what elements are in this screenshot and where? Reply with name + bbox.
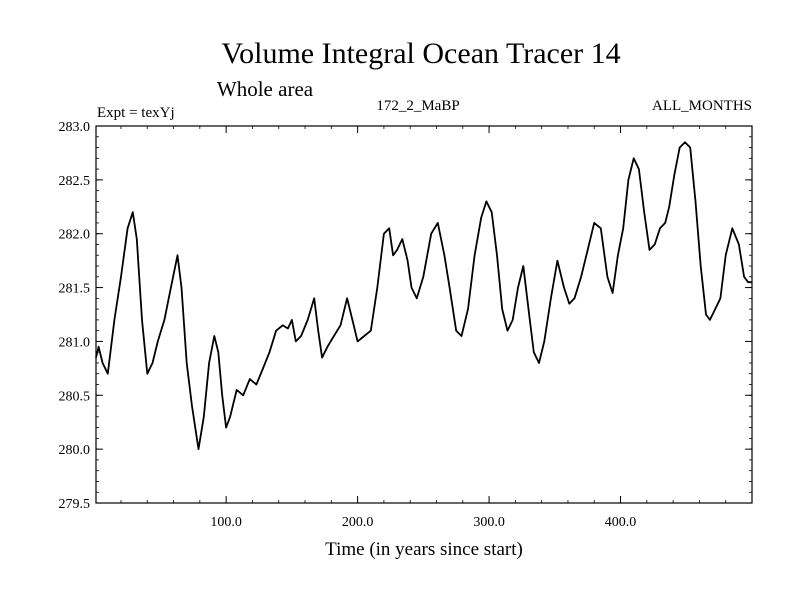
x-tick-label: 100.0 xyxy=(210,515,242,530)
annotation-center: 172_2_MaBP xyxy=(376,98,459,114)
series-line xyxy=(95,141,752,451)
y-tick-label: 281.5 xyxy=(59,282,91,297)
x-axis: 100.0 200.0 300.0 400.0 xyxy=(120,126,727,530)
y-tick-label: 283.0 xyxy=(59,120,91,135)
y-axis: 279.5 280.0 280.5 281.0 281.5 282.0 282.5 283.0 xyxy=(59,120,752,512)
annotation-right: ALL_MONTHS xyxy=(652,98,752,114)
x-tick-label: 200.0 xyxy=(342,515,374,530)
x-axis-label: Time (in years since start) xyxy=(325,539,523,560)
x-tick-label: 300.0 xyxy=(473,515,505,530)
y-tick-label: 282.0 xyxy=(59,228,91,243)
chart-title: Volume Integral Ocean Tracer 14 xyxy=(221,37,620,70)
y-tick-label: 281.0 xyxy=(59,335,91,350)
y-tick-label: 280.0 xyxy=(59,443,91,458)
y-tick-label: 279.5 xyxy=(59,497,91,512)
chart-subtitle: Whole area xyxy=(217,77,314,101)
annotation-left: Expt = texYj xyxy=(97,105,175,121)
x-tick-label: 400.0 xyxy=(605,515,637,530)
series-layer xyxy=(95,141,752,451)
plot-frame xyxy=(95,125,753,504)
y-tick-label: 282.5 xyxy=(59,174,91,189)
y-tick-label: 280.5 xyxy=(59,389,91,404)
